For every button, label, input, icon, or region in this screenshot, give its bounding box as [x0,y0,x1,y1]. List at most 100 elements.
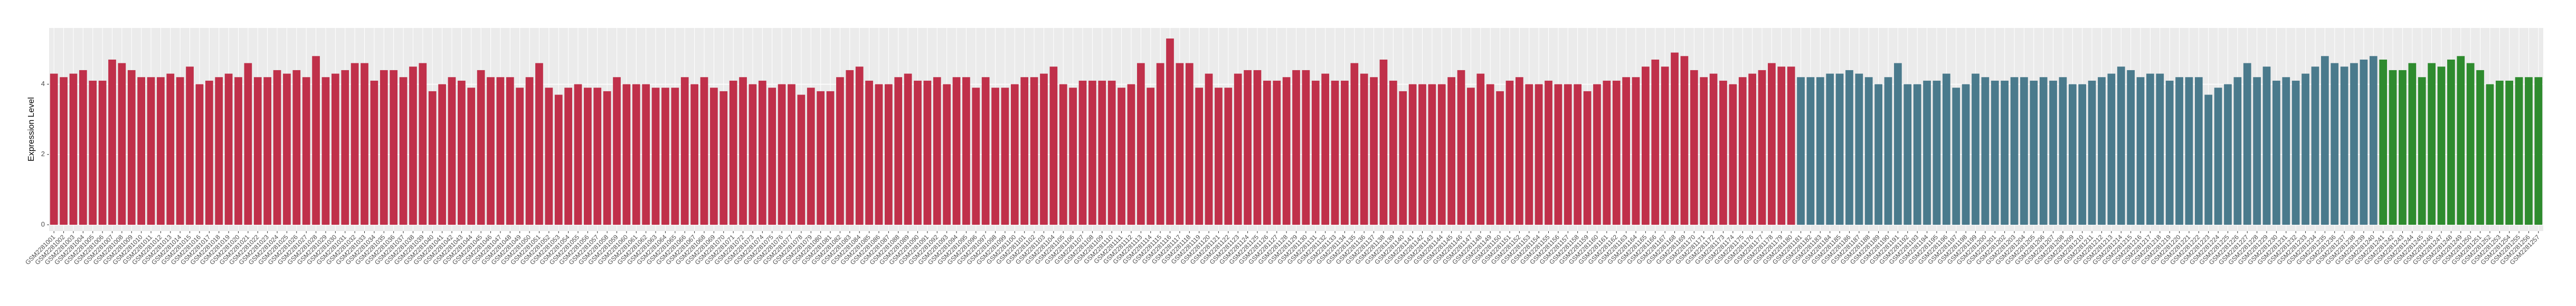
bar [1816,77,1824,225]
bar [1389,80,1397,225]
bar [2399,70,2407,225]
bar [1253,70,1262,225]
bar [2224,84,2232,225]
bar [1991,80,1999,225]
bar [914,80,922,225]
bar [1030,77,1038,225]
bar [1078,80,1087,225]
bar [2233,77,2242,225]
bar [263,77,272,225]
bar [1137,63,1145,225]
bar [1913,84,1921,225]
bar [2291,80,2300,225]
bar [127,70,136,225]
bar [846,70,854,225]
bar [157,77,165,225]
bar [370,80,378,225]
bar [2165,80,2174,225]
bar [2204,94,2213,225]
bar [719,91,728,225]
bar [1185,63,1194,225]
bar [428,91,437,225]
bar [1496,91,1504,225]
bar [2495,80,2504,225]
bar [1758,70,1766,225]
bar [1738,77,1747,225]
bar [2505,80,2514,225]
bar [1545,80,1552,225]
bar [749,84,757,225]
bar [758,80,766,225]
bar [2068,84,2077,225]
bar [351,63,359,225]
bar [1059,84,1067,225]
bar [506,77,514,225]
bar [1205,73,1213,225]
bar [1147,88,1155,225]
bar [1117,88,1125,225]
bar [2447,59,2455,225]
bar [1098,80,1106,225]
bar [2175,77,2183,225]
bar [1787,66,1795,225]
bar [1370,77,1378,225]
bar [981,77,990,225]
bar [2437,66,2446,225]
bar [1166,38,1174,225]
bar [1379,59,1388,225]
bar [253,77,262,225]
bar [2049,80,2057,225]
bar [302,77,310,225]
bar [409,66,417,225]
bar [2321,56,2329,225]
bar [2331,63,2339,225]
bar [361,63,368,225]
bar [2146,73,2154,225]
bar [89,80,97,225]
bar [477,70,485,225]
bar [807,88,815,225]
bar [622,84,631,225]
bar [2389,70,2397,225]
bar [671,88,679,225]
bar [884,84,893,225]
bar [2515,77,2523,225]
bar [2107,73,2116,225]
bar [797,94,806,225]
bar [1962,84,1970,225]
bar [2185,77,2193,225]
bar [1671,52,1679,225]
bar [525,77,534,225]
bar [1942,73,1950,225]
bar [875,84,883,225]
bar [933,77,941,225]
bar [496,77,505,225]
bar [788,84,795,225]
bar [1535,84,1543,225]
bar [2369,56,2378,225]
bar [2302,73,2309,225]
bar [690,84,698,225]
bar [1399,91,1407,225]
bar [332,73,339,225]
bar [2476,70,2484,225]
bar [1806,77,1815,225]
bar [836,77,844,225]
bar [2098,77,2106,225]
bar [1127,84,1135,225]
bar [2428,63,2436,225]
bar [1195,88,1204,225]
bar [1418,84,1426,225]
bar [108,59,116,225]
bar [1632,77,1640,225]
bar [1437,84,1446,225]
bar [292,70,301,225]
bar [1797,77,1805,225]
bar [1845,70,1853,225]
bar [2534,77,2543,225]
bar [710,88,718,225]
bar [438,84,446,225]
bar [1069,88,1077,225]
bar [564,88,572,225]
